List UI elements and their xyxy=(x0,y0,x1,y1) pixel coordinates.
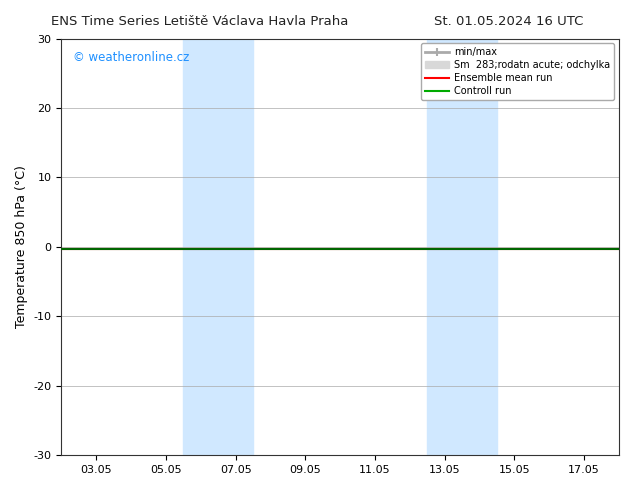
Text: ENS Time Series Letiště Václava Havla Praha: ENS Time Series Letiště Václava Havla Pr… xyxy=(51,15,348,28)
Y-axis label: Temperature 850 hPa (°C): Temperature 850 hPa (°C) xyxy=(15,166,28,328)
Bar xyxy=(427,39,497,455)
Legend: min/max, Sm  283;rodatn acute; odchylka, Ensemble mean run, Controll run: min/max, Sm 283;rodatn acute; odchylka, … xyxy=(421,44,614,100)
Text: © weatheronline.cz: © weatheronline.cz xyxy=(72,51,189,64)
Text: St. 01.05.2024 16 UTC: St. 01.05.2024 16 UTC xyxy=(434,15,583,28)
Bar xyxy=(183,39,253,455)
